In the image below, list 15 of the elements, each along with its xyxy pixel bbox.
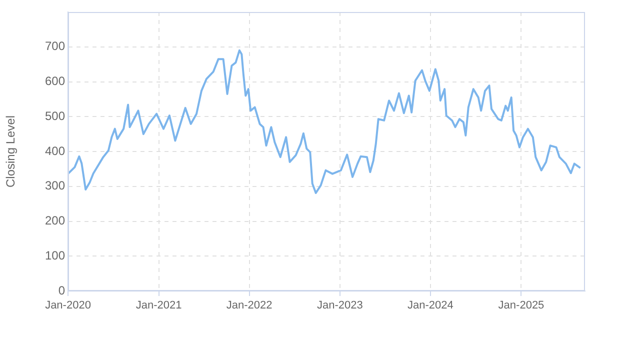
x-tick-label: Jan-2024: [408, 300, 454, 312]
y-tick-label: 600: [44, 74, 66, 88]
y-tick-label: 200: [44, 214, 66, 228]
y-tick-label: 700: [44, 39, 66, 54]
x-tick-label: Jan-2021: [136, 300, 182, 312]
y-axis-title: Closing Level: [4, 115, 18, 188]
y-tick-label: 100: [44, 248, 66, 262]
y-tick-label: 0: [58, 283, 66, 298]
y-tick-label: 300: [44, 178, 66, 193]
x-tick-label: Jan-2020: [45, 300, 91, 312]
x-tick-label: Jan-2023: [316, 300, 363, 312]
x-tick-label: Jan-2025: [498, 300, 544, 312]
x-tick-label: Jan-2022: [226, 300, 272, 312]
y-tick-label: 400: [44, 144, 66, 158]
y-tick-label: 500: [44, 108, 66, 123]
